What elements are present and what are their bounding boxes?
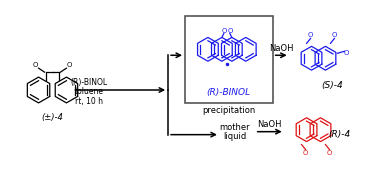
- Text: liquid: liquid: [223, 132, 246, 141]
- Text: rt, 10 h: rt, 10 h: [76, 97, 103, 106]
- Text: O: O: [308, 32, 313, 38]
- Text: NaOH: NaOH: [269, 44, 294, 53]
- Text: O: O: [227, 28, 232, 34]
- Text: mother: mother: [219, 123, 250, 132]
- Text: O: O: [221, 28, 227, 34]
- Text: O: O: [67, 62, 72, 68]
- Text: O: O: [33, 62, 38, 68]
- Text: toluene: toluene: [75, 87, 104, 96]
- Text: O: O: [344, 50, 349, 56]
- Bar: [185, 16, 273, 103]
- Text: O: O: [303, 150, 308, 156]
- Text: (R)-BINOL: (R)-BINOL: [71, 78, 108, 87]
- Text: (R)-4: (R)-4: [328, 130, 350, 139]
- Text: (±)-4: (±)-4: [42, 113, 64, 122]
- Text: (S)-4: (S)-4: [321, 80, 343, 89]
- Text: (R)-BINOL: (R)-BINOL: [207, 89, 251, 98]
- Text: NaOH: NaOH: [257, 120, 282, 129]
- Text: O: O: [332, 32, 337, 38]
- Text: O: O: [327, 150, 332, 156]
- Text: precipitation: precipitation: [202, 106, 256, 115]
